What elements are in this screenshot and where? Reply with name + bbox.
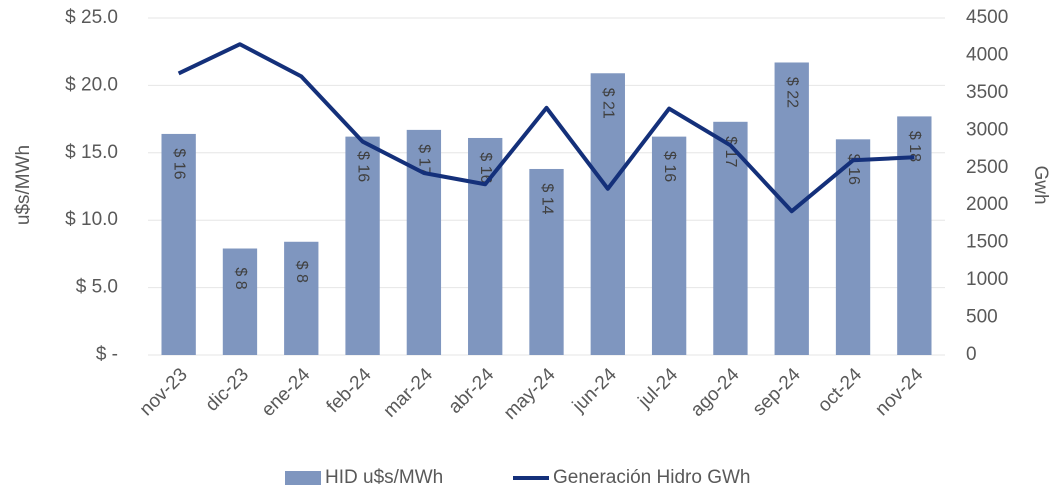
x-tick-label: ene-24 <box>258 364 315 421</box>
y-tick-label: $ 10.0 <box>65 209 118 230</box>
bar <box>284 241 319 355</box>
y2-tick-label: 4000 <box>966 44 1008 65</box>
bar-value-label: $ 8 <box>232 267 249 289</box>
bar <box>345 136 380 355</box>
x-tick-label: sep-24 <box>749 364 805 420</box>
line <box>177 42 915 214</box>
bar-value-label: $ 8 <box>293 261 310 283</box>
x-tick-label: nov-23 <box>136 364 192 420</box>
x-tick-label: jul-24 <box>634 364 683 413</box>
bar <box>590 73 625 355</box>
bar-value-label: $ 16 <box>661 151 678 182</box>
bar <box>222 248 258 355</box>
bar-value-label: $ 18 <box>906 131 923 162</box>
y2-tick-label: 3000 <box>966 119 1008 140</box>
bar-value-label: $ 16 <box>170 148 187 179</box>
bar-value-label: $ 14 <box>538 183 555 214</box>
x-tick-label: jun-24 <box>568 364 621 417</box>
x-tick-label: mar-24 <box>380 364 438 422</box>
y-tick-label: $ 25.0 <box>65 7 118 28</box>
y2-tick-label: 4500 <box>966 7 1008 28</box>
y-tick-label: $ 20.0 <box>65 74 118 95</box>
bar <box>713 121 748 356</box>
y2-tick-label: 0 <box>966 344 977 365</box>
y-tick-label: $ 15.0 <box>65 142 118 163</box>
y2-tick-label: 2500 <box>966 157 1008 178</box>
x-tick-label: feb-24 <box>323 364 376 417</box>
x-tick-label: oct-24 <box>814 364 866 416</box>
bar-value-label: $ 21 <box>600 88 617 119</box>
bar <box>651 136 687 355</box>
y-axis-title: u$s/MWh <box>13 145 34 225</box>
y-tick-label: $ 5.0 <box>76 277 118 298</box>
y2-tick-label: 1500 <box>966 232 1008 253</box>
x-tick-label: may-24 <box>500 364 560 424</box>
x-tick-label: ago-24 <box>687 364 744 421</box>
x-tick-label: nov-24 <box>871 364 927 420</box>
bar-value-label: $ 22 <box>783 77 800 108</box>
legend-label: HID u$s/MWh <box>325 467 443 488</box>
y2-tick-label: 2000 <box>966 194 1008 215</box>
bar <box>468 137 503 355</box>
bar <box>529 168 564 355</box>
bar-value-label: $ 16 <box>354 151 371 182</box>
bar-value-label: $ 17 <box>416 144 433 175</box>
bar <box>161 133 196 355</box>
x-tick-label: abr-24 <box>445 364 499 418</box>
y2-tick-label: 500 <box>966 307 998 328</box>
legend-swatch <box>285 471 321 485</box>
legend-label: Generación Hidro GWh <box>553 467 750 488</box>
bar <box>835 139 871 355</box>
y2-tick-label: 3500 <box>966 82 1008 103</box>
y-tick-label: $ - <box>96 344 118 365</box>
y2-axis-title: Gwh <box>1030 165 1051 204</box>
x-tick-label: dic-23 <box>202 364 253 415</box>
y2-tick-label: 1000 <box>966 269 1008 290</box>
